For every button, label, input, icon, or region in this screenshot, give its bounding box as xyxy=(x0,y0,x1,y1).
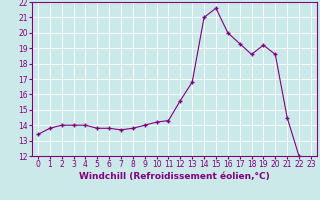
X-axis label: Windchill (Refroidissement éolien,°C): Windchill (Refroidissement éolien,°C) xyxy=(79,172,270,181)
